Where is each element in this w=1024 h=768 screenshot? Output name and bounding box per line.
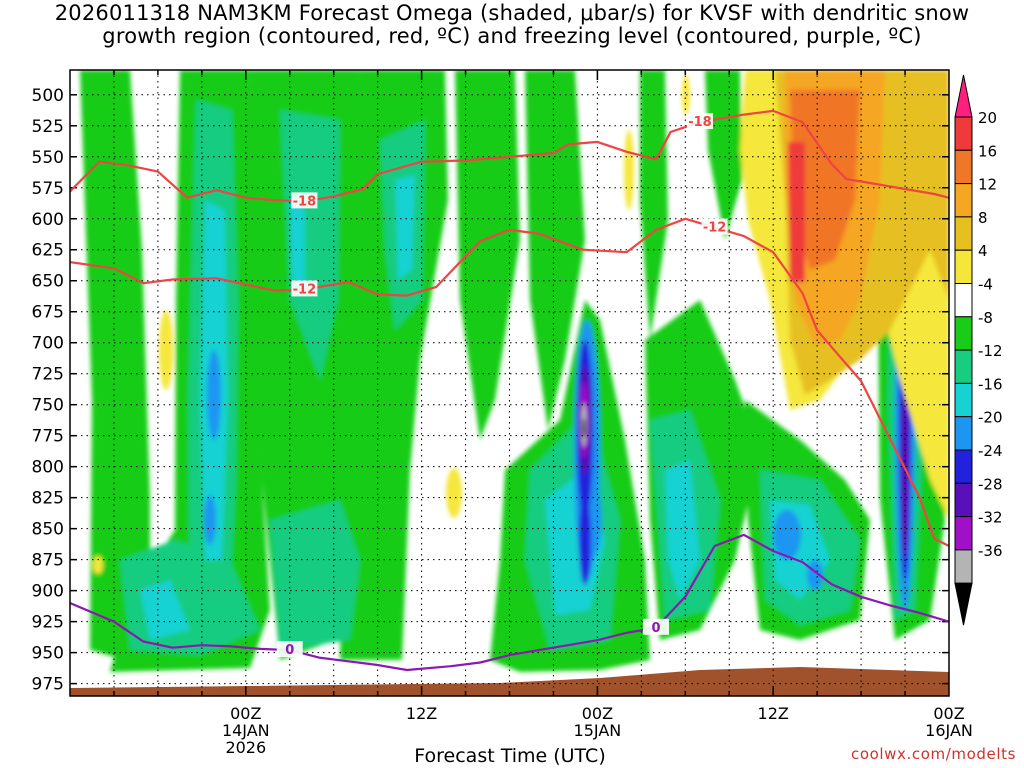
colorbar: 20 16 12 8 4 -4 -8 -12 -16 -20 -24 -28 -32 -36 xyxy=(954,74,1003,626)
colorbar-label: 12 xyxy=(978,176,997,194)
contour-label: 0 xyxy=(285,643,294,658)
x-tick-date: 14JAN xyxy=(222,721,270,740)
omega-shading xyxy=(80,70,949,672)
gridlines xyxy=(70,70,949,696)
colorbar-swatch xyxy=(954,149,973,185)
colorbar-swatch xyxy=(954,349,973,384)
x-tick-label: 00Z xyxy=(230,704,261,723)
y-tick-label: 600 xyxy=(32,210,64,230)
contour-label-bg xyxy=(686,113,713,130)
y-tick-label: 625 xyxy=(32,241,64,261)
x-tick-label: 00Z xyxy=(582,704,613,723)
x-tick-year: 2026 xyxy=(225,738,266,757)
colorbar-swatch xyxy=(954,416,973,451)
contour-label: 0 xyxy=(651,621,660,636)
y-tick-label: 850 xyxy=(32,520,64,540)
colorbar-swatch xyxy=(954,216,973,251)
colorbar-label: 16 xyxy=(978,142,997,160)
y-tick-label: 800 xyxy=(32,458,64,478)
y-tick-label: 650 xyxy=(32,272,64,292)
terrain xyxy=(70,667,949,696)
contour-label: -12 xyxy=(293,282,317,297)
y-tick-label: 675 xyxy=(32,303,64,323)
colorbar-top-arrow xyxy=(954,74,973,118)
x-tick-date: 15JAN xyxy=(574,721,622,740)
contour-line-3 xyxy=(70,533,949,672)
colorbar-swatch xyxy=(954,283,973,318)
colorbar-label: -36 xyxy=(978,542,1003,560)
contour-line-1 xyxy=(70,109,949,203)
title-line-1: 2026011318 NAM3KM Forecast Omega (shaded… xyxy=(54,1,970,25)
y-tick-label: 700 xyxy=(32,334,64,354)
colorbar-swatch xyxy=(954,249,973,284)
y-tick-label: 875 xyxy=(32,551,64,571)
colorbar-label: -16 xyxy=(978,375,1003,393)
colorbar-swatch xyxy=(954,516,973,551)
colorbar-swatch xyxy=(954,183,973,218)
colorbar-label: -20 xyxy=(978,409,1003,427)
contour-label: -12 xyxy=(703,220,727,235)
y-tick-label: 575 xyxy=(32,179,64,199)
colorbar-swatch xyxy=(954,316,973,351)
colorbar-label: -32 xyxy=(978,509,1003,527)
y-tick-label: 750 xyxy=(32,396,64,416)
y-tick-label: 775 xyxy=(32,427,64,447)
x-tick-label: 00Z xyxy=(933,704,964,723)
colorbar-swatch xyxy=(954,549,973,584)
x-tick-label: 12Z xyxy=(406,704,437,723)
colorbar-label: -24 xyxy=(978,442,1003,460)
colorbar-label: -12 xyxy=(978,342,1003,360)
y-tick-label: 900 xyxy=(32,582,64,602)
colorbar-label: -4 xyxy=(978,276,993,294)
y-tick-label: 550 xyxy=(32,148,64,168)
chart-title: 2026011318 NAM3KM Forecast Omega (shaded… xyxy=(0,2,1024,48)
title-line-2: growth region (contoured, red, ºC) and f… xyxy=(102,24,922,48)
colorbar-label: 8 xyxy=(978,209,988,227)
contour-label: -18 xyxy=(293,194,317,209)
colorbar-label: 4 xyxy=(978,242,988,260)
y-tick-label: 725 xyxy=(32,365,64,385)
colorbar-swatch xyxy=(954,482,973,518)
colorbar-label: -8 xyxy=(978,309,993,327)
colorbar-swatch xyxy=(954,449,973,484)
x-tick-date: 16JAN xyxy=(925,721,973,740)
contour-label-bg xyxy=(291,280,318,297)
y-tick-label: 500 xyxy=(32,86,64,106)
contour-label-bg xyxy=(643,618,669,635)
y-axis: 500 525 550 575 600 625 650 675 700 725 750 775 800 8… xyxy=(32,86,64,695)
colorbar-swatch xyxy=(954,116,973,151)
x-axis-label: Forecast Time (UTC) xyxy=(414,745,605,767)
y-tick-label: 925 xyxy=(32,613,64,633)
colorbar-swatch xyxy=(954,382,973,418)
y-tick-label: 525 xyxy=(32,117,64,137)
colorbar-label: -28 xyxy=(978,475,1003,493)
y-tick-label: 950 xyxy=(32,644,64,664)
x-tick-label: 12Z xyxy=(758,704,789,723)
y-tick-label: 975 xyxy=(32,675,64,695)
y-tick-label: 825 xyxy=(32,489,64,509)
contour-label: -18 xyxy=(688,115,712,130)
colorbar-bottom-arrow xyxy=(954,582,973,626)
plot-frame xyxy=(69,69,950,697)
colorbar-label: 20 xyxy=(978,109,997,127)
contour-label-bg xyxy=(291,192,318,209)
contour-label-bg xyxy=(276,641,303,658)
contour-line-2 xyxy=(70,217,949,548)
contour-layer: -18 -18 -12 -12 0 0 xyxy=(70,109,949,672)
contour-label-bg xyxy=(701,218,728,235)
site-credit: coolwx.com/modelts xyxy=(851,745,1016,763)
